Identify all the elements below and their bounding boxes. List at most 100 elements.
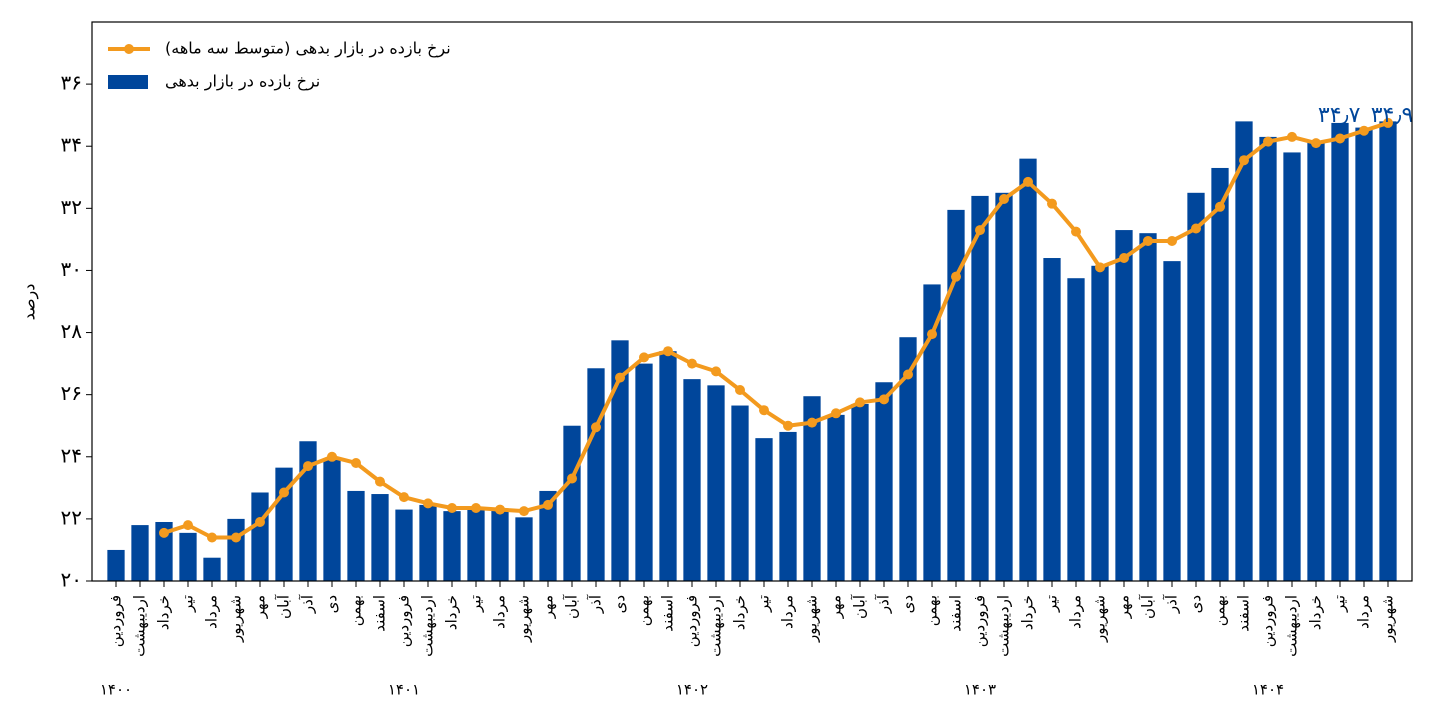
line-marker bbox=[1383, 117, 1393, 128]
line-marker bbox=[783, 420, 793, 431]
bar bbox=[1283, 152, 1301, 581]
line-marker bbox=[327, 451, 337, 462]
year-label: ۱۴۰۴ bbox=[1252, 681, 1284, 699]
x-tick-label: مرداد bbox=[1067, 595, 1085, 629]
line-marker bbox=[1215, 201, 1225, 212]
x-tick-label: اسفند bbox=[947, 595, 965, 632]
bar bbox=[131, 525, 149, 581]
y-tick-label: ۳۰ bbox=[61, 257, 82, 281]
bar bbox=[587, 368, 605, 581]
bar bbox=[515, 517, 533, 581]
line-marker bbox=[1119, 253, 1129, 264]
bar bbox=[827, 414, 845, 581]
plot-frame bbox=[91, 21, 1413, 582]
bar bbox=[1211, 167, 1229, 581]
x-tick-label: مهر bbox=[539, 595, 557, 619]
bar bbox=[851, 403, 869, 581]
x-tick-label: دی bbox=[323, 595, 341, 613]
annotation: ۳۴٫۷ bbox=[1318, 103, 1361, 128]
x-tick-label: شهریور bbox=[1091, 595, 1109, 643]
legend-label: نرخ بازده در بازار بدهی bbox=[165, 72, 320, 92]
line-marker bbox=[543, 499, 553, 510]
year-label: ۱۴۰۲ bbox=[676, 681, 708, 699]
x-tick-label: مرداد bbox=[491, 595, 509, 629]
bar bbox=[635, 363, 653, 581]
legend-swatch bbox=[108, 75, 148, 89]
x-tick-label: اسفند bbox=[1235, 595, 1253, 632]
bar bbox=[299, 441, 317, 581]
x-tick-label: دی bbox=[611, 595, 629, 613]
x-tick-label: خرداد bbox=[731, 595, 749, 630]
line-marker bbox=[903, 369, 913, 380]
bar bbox=[611, 340, 629, 581]
line-marker bbox=[1335, 133, 1345, 144]
bar bbox=[443, 511, 461, 581]
x-tick-label: شهریور bbox=[1379, 595, 1397, 643]
legend-label: نرخ بازده در بازار بدهی (متوسط سه ماهه) bbox=[165, 39, 451, 59]
line-marker bbox=[423, 498, 433, 509]
x-tick-label: خرداد bbox=[1019, 595, 1037, 630]
bar bbox=[347, 490, 365, 581]
bar bbox=[707, 385, 725, 581]
line-marker bbox=[1359, 125, 1369, 136]
year-label: ۱۴۰۰ bbox=[100, 681, 132, 699]
bar bbox=[1355, 127, 1373, 581]
x-tick-label: اردیبهشت bbox=[131, 595, 149, 657]
x-tick-label: آذر bbox=[1163, 594, 1181, 614]
x-tick-label: مهر bbox=[827, 595, 845, 619]
x-tick-label: آذر bbox=[875, 594, 893, 614]
x-tick-label: بهمن bbox=[923, 595, 941, 626]
line-marker bbox=[1263, 136, 1273, 147]
x-tick-label: مرداد bbox=[1355, 595, 1373, 629]
x-tick-label: دی bbox=[899, 595, 917, 613]
x-tick-label: آبان bbox=[1139, 594, 1157, 619]
line-marker bbox=[663, 346, 673, 357]
line-marker bbox=[471, 503, 481, 514]
year-label: ۱۴۰۱ bbox=[388, 681, 420, 699]
bar bbox=[491, 509, 509, 581]
bar bbox=[371, 494, 389, 581]
annotation: ۳۴٫۹ bbox=[1371, 103, 1414, 128]
bar bbox=[755, 438, 773, 581]
x-tick-label: مهر bbox=[251, 595, 269, 619]
y-tick-label: ۲۸ bbox=[61, 319, 83, 343]
x-tick-label: اردیبهشت bbox=[995, 595, 1013, 657]
bar bbox=[1379, 121, 1397, 581]
x-tick-label: شهریور bbox=[227, 595, 245, 643]
x-tick-label: آذر bbox=[587, 594, 605, 614]
x-tick-label: خرداد bbox=[443, 595, 461, 630]
line bbox=[163, 121, 1389, 540]
x-tick-label: شهریور bbox=[515, 595, 533, 643]
x-tick-label: مرداد bbox=[203, 595, 221, 629]
x-tick-label: خرداد bbox=[1307, 595, 1325, 630]
line-marker bbox=[1095, 262, 1105, 273]
bar bbox=[251, 492, 269, 581]
bar bbox=[179, 532, 197, 581]
bar bbox=[419, 504, 437, 581]
y-tick-label: ۳۲ bbox=[61, 195, 82, 219]
bar bbox=[659, 351, 677, 581]
line-marker bbox=[759, 405, 769, 416]
line-marker bbox=[855, 397, 865, 408]
x-tick-label: بهمن bbox=[1211, 595, 1229, 626]
line-marker bbox=[1191, 223, 1201, 234]
line-marker bbox=[951, 271, 961, 282]
line-marker bbox=[303, 461, 313, 472]
legend-marker bbox=[124, 44, 134, 54]
bar bbox=[875, 382, 893, 581]
x-tick-label: بهمن bbox=[635, 595, 653, 626]
bar bbox=[923, 284, 941, 581]
bar bbox=[1043, 258, 1061, 581]
bar bbox=[539, 490, 557, 581]
bar bbox=[1187, 192, 1205, 582]
line-marker bbox=[687, 358, 697, 369]
x-tick-label: فروردین bbox=[1259, 595, 1277, 647]
y-tick-label: ۲۶ bbox=[61, 381, 82, 405]
line-marker bbox=[1311, 138, 1321, 149]
x-tick-label: خرداد bbox=[155, 595, 173, 630]
x-tick-label: تیر bbox=[179, 595, 197, 613]
bar bbox=[971, 195, 989, 581]
bar bbox=[899, 337, 917, 581]
bar bbox=[1259, 136, 1277, 581]
